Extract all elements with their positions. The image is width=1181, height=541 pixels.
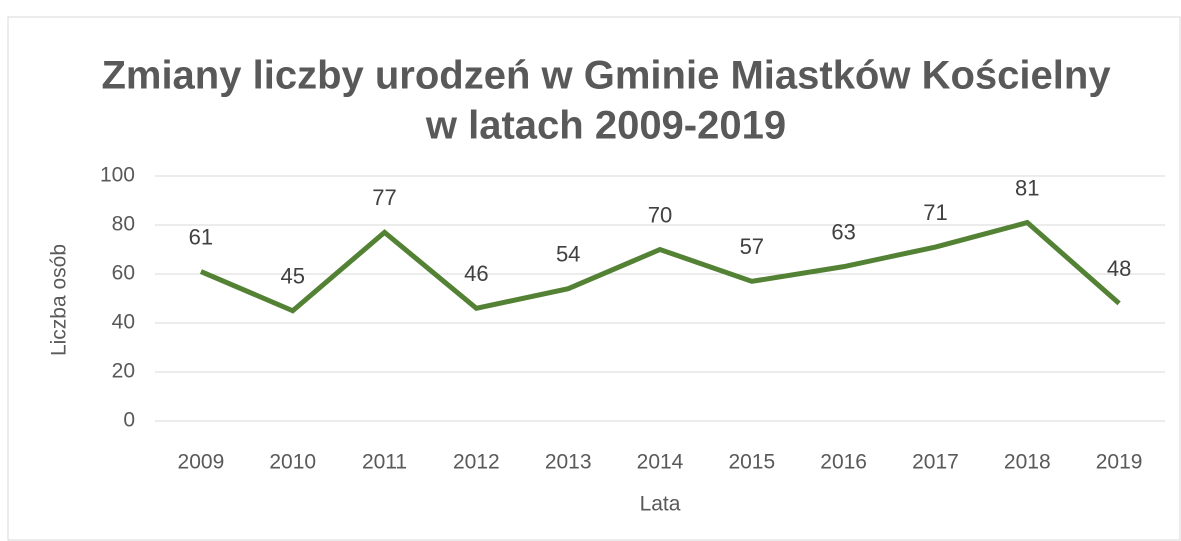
x-tick-label: 2010 — [269, 451, 316, 474]
y-axis-label: Liczba osób — [48, 244, 71, 356]
x-tick-label: 2018 — [1004, 451, 1051, 474]
y-tick-label: 100 — [100, 164, 135, 187]
chart-title: w latach 2009-2019 — [425, 104, 786, 148]
data-label: 48 — [1107, 256, 1131, 281]
x-tick-label: 2017 — [912, 451, 959, 474]
x-axis-label: Lata — [640, 493, 681, 516]
x-tick-label: 2016 — [820, 451, 867, 474]
data-label: 45 — [280, 264, 304, 289]
data-label: 54 — [556, 242, 580, 267]
data-line — [199, 219, 1121, 314]
x-tick-label: 2012 — [453, 451, 500, 474]
x-tick-label: 2015 — [728, 451, 775, 474]
data-label: 57 — [740, 234, 764, 259]
y-tick-label: 0 — [123, 409, 135, 432]
x-tick-label: 2009 — [178, 451, 225, 474]
x-tick-label: 2013 — [545, 451, 592, 474]
y-tick-label: 20 — [112, 360, 135, 383]
x-tick-label: 2019 — [1096, 451, 1143, 474]
y-tick-label: 60 — [112, 262, 135, 285]
y-tick-label: 80 — [112, 213, 135, 236]
x-tick-label: 2014 — [637, 451, 684, 474]
chart-title: Zmiany liczby urodzeń w Gminie Miastków … — [101, 54, 1111, 98]
data-label: 71 — [923, 200, 947, 225]
data-label: 77 — [372, 185, 396, 210]
data-label: 61 — [189, 224, 213, 249]
data-label: 70 — [648, 202, 672, 227]
data-label: 46 — [464, 261, 488, 286]
data-label: 63 — [831, 219, 855, 244]
data-label: 81 — [1015, 175, 1039, 200]
x-tick-label: 2011 — [362, 451, 407, 474]
y-tick-label: 40 — [112, 311, 135, 334]
